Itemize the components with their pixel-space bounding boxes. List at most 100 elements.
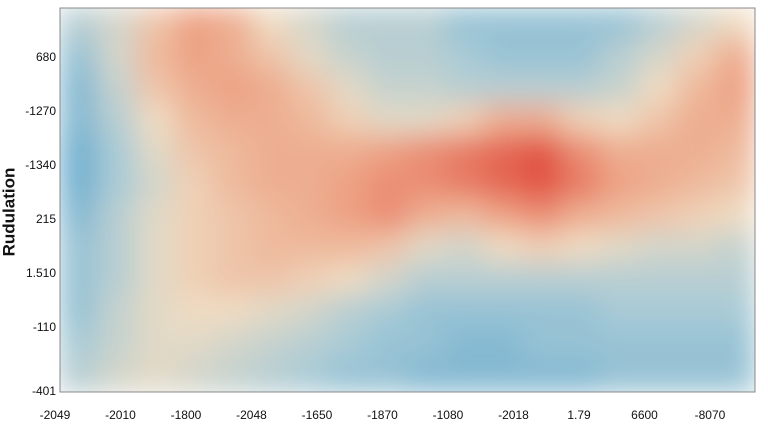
heat-cell — [252, 199, 293, 233]
heat-cell — [406, 231, 448, 265]
heat-cell — [676, 71, 718, 105]
heat-cell — [715, 199, 755, 233]
heat-cell — [483, 263, 525, 297]
heat-cell — [329, 8, 370, 41]
heat-cell — [252, 167, 293, 201]
heat-cell — [97, 327, 139, 361]
heat-cell — [174, 295, 216, 329]
y-tick-label: 1.510 — [26, 266, 56, 280]
heat-cell — [406, 167, 448, 201]
x-tick-label: -8070 — [695, 408, 726, 422]
heat-cell — [483, 295, 525, 329]
heat-cell — [213, 359, 255, 392]
heat-cell — [213, 199, 255, 233]
heat-cell — [638, 39, 679, 73]
heat-cell — [174, 199, 216, 233]
heat-cell — [290, 199, 332, 233]
x-tick-label: -1800 — [171, 408, 202, 422]
heat-cell — [213, 231, 255, 265]
heat-cell — [715, 103, 755, 137]
heatmap-cells — [60, 8, 755, 392]
heat-cell — [97, 71, 139, 105]
heat-cell — [60, 167, 100, 201]
heat-cell — [60, 8, 100, 41]
heat-cell — [560, 295, 602, 329]
heat-cell — [252, 103, 293, 137]
heat-cell — [522, 71, 563, 105]
plot-frame — [59, 7, 756, 393]
heat-cell — [599, 8, 641, 41]
heat-cell — [213, 8, 255, 41]
heat-cell — [676, 295, 718, 329]
heat-cell — [445, 231, 486, 265]
heat-cell — [638, 327, 679, 361]
heat-cell — [174, 231, 216, 265]
heat-cell — [367, 167, 409, 201]
heat-cell — [60, 135, 100, 169]
heat-cell — [676, 327, 718, 361]
heat-cell — [60, 327, 100, 361]
heat-cell — [290, 263, 332, 297]
heat-cell — [522, 327, 563, 361]
heat-cell — [136, 135, 177, 169]
heat-cell — [560, 199, 602, 233]
heat-cell — [60, 103, 100, 137]
heat-cell — [290, 71, 332, 105]
heat-cell — [715, 263, 755, 297]
heat-cell — [406, 199, 448, 233]
heat-cell — [715, 167, 755, 201]
x-tick-label: -2010 — [105, 408, 136, 422]
x-tick-label: -2048 — [236, 408, 267, 422]
x-tick-label: -1080 — [433, 408, 464, 422]
heat-cell — [676, 135, 718, 169]
heat-cell — [174, 167, 216, 201]
heat-cell — [638, 359, 679, 392]
heat-cell — [560, 8, 602, 41]
x-tick-label: 1.79 — [567, 408, 591, 422]
heat-cell — [599, 199, 641, 233]
heat-cell — [560, 135, 602, 169]
heat-cell — [445, 167, 486, 201]
heat-cell — [367, 295, 409, 329]
x-tick-label: 6600 — [631, 408, 658, 422]
heat-cell — [367, 199, 409, 233]
heat-cell — [329, 295, 370, 329]
heat-cell — [638, 263, 679, 297]
heat-cell — [483, 71, 525, 105]
heat-cell — [676, 263, 718, 297]
heat-cell — [174, 327, 216, 361]
heat-cell — [136, 199, 177, 233]
heat-cell — [136, 327, 177, 361]
heat-cell — [174, 135, 216, 169]
heat-cell — [367, 71, 409, 105]
heat-cell — [174, 8, 216, 41]
y-tick-label: -110 — [33, 320, 56, 334]
heat-cell — [638, 167, 679, 201]
heat-cell — [252, 359, 293, 392]
heat-cell — [483, 39, 525, 73]
heat-cell — [97, 8, 139, 41]
heat-cell — [676, 359, 718, 392]
heat-cell — [329, 199, 370, 233]
heat-cell — [483, 359, 525, 392]
heat-cell — [136, 263, 177, 297]
heat-cell — [522, 135, 563, 169]
heat-cell — [329, 71, 370, 105]
heat-cell — [522, 8, 563, 41]
heat-cell — [97, 359, 139, 392]
heat-cell — [252, 231, 293, 265]
heat-cell — [60, 295, 100, 329]
y-axis-label: Rudulation — [0, 168, 18, 257]
heat-cell — [213, 103, 255, 137]
heat-cell — [406, 295, 448, 329]
heat-cell — [483, 327, 525, 361]
heat-cell — [406, 71, 448, 105]
heat-cell — [483, 103, 525, 137]
heat-cell — [676, 39, 718, 73]
heat-cell — [136, 71, 177, 105]
heat-cell — [213, 327, 255, 361]
heat-cell — [60, 39, 100, 73]
heat-cell — [560, 167, 602, 201]
